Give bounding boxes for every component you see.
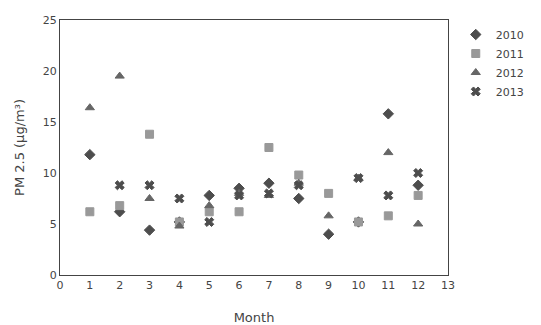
svg-text:13: 13 bbox=[441, 279, 455, 292]
svg-text:11: 11 bbox=[381, 279, 395, 292]
svg-text:2011: 2011 bbox=[496, 48, 524, 61]
svg-text:12: 12 bbox=[411, 279, 425, 292]
svg-text:15: 15 bbox=[43, 116, 57, 129]
svg-text:5: 5 bbox=[206, 279, 213, 292]
svg-text:6: 6 bbox=[236, 279, 243, 292]
svg-text:PM 2.5 (μg/m³): PM 2.5 (μg/m³) bbox=[12, 99, 27, 196]
svg-text:2010: 2010 bbox=[496, 29, 524, 42]
svg-text:2012: 2012 bbox=[496, 67, 524, 80]
svg-text:4: 4 bbox=[176, 279, 183, 292]
svg-text:Month: Month bbox=[234, 310, 275, 325]
svg-text:8: 8 bbox=[295, 279, 302, 292]
svg-text:10: 10 bbox=[351, 279, 365, 292]
svg-text:0: 0 bbox=[50, 269, 57, 282]
svg-text:5: 5 bbox=[50, 218, 57, 231]
svg-text:2013: 2013 bbox=[496, 86, 524, 99]
svg-text:3: 3 bbox=[146, 279, 153, 292]
svg-text:25: 25 bbox=[43, 14, 57, 27]
svg-text:10: 10 bbox=[43, 167, 57, 180]
svg-text:0: 0 bbox=[57, 279, 64, 292]
svg-text:1: 1 bbox=[86, 279, 93, 292]
svg-text:7: 7 bbox=[265, 279, 272, 292]
svg-text:20: 20 bbox=[43, 65, 57, 78]
svg-text:9: 9 bbox=[325, 279, 332, 292]
svg-text:2: 2 bbox=[116, 279, 123, 292]
